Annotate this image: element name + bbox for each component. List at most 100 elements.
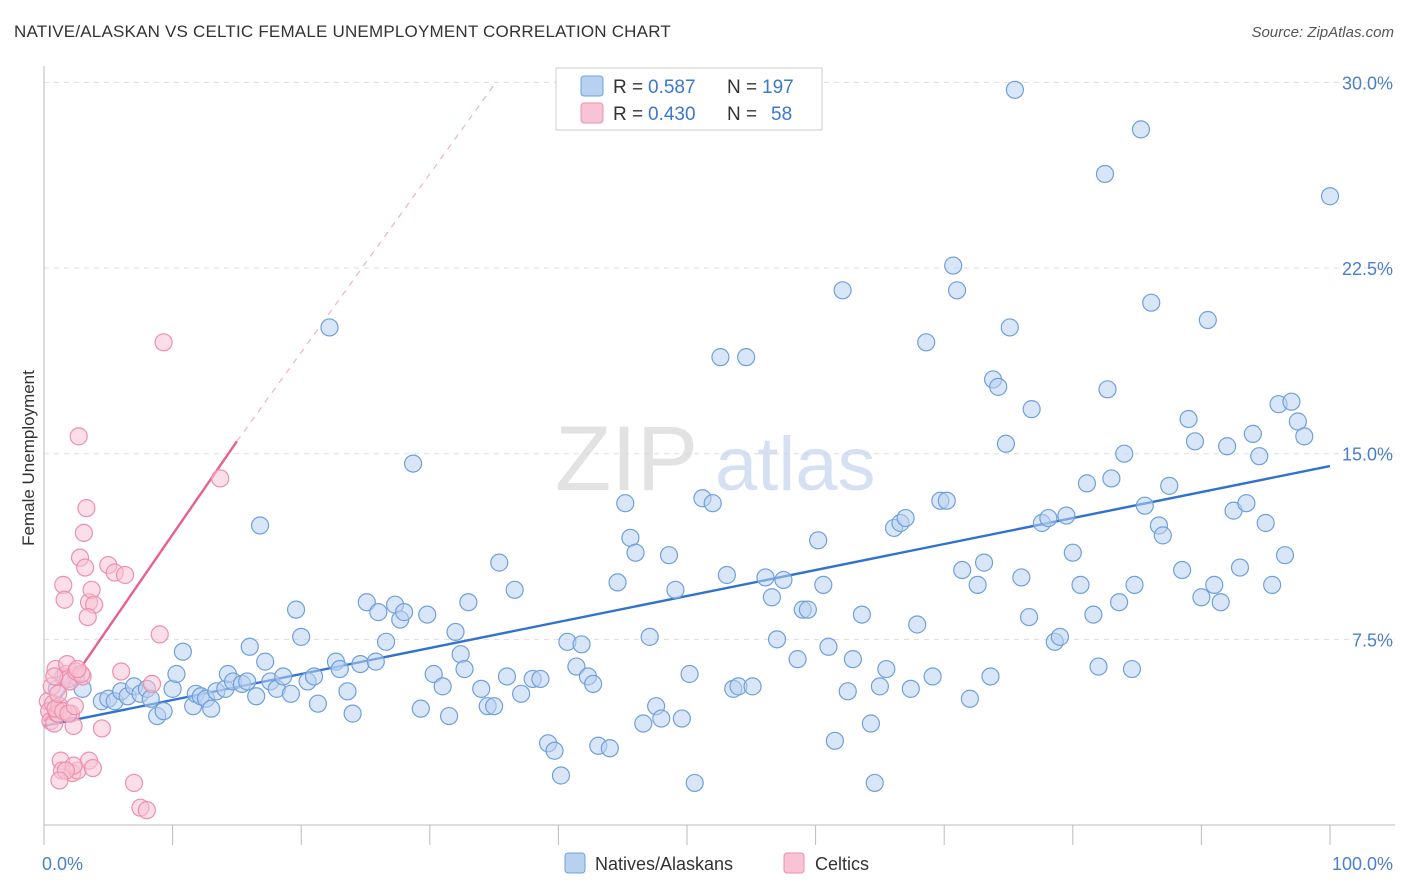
y-tick-labels: 7.5% 15.0% 22.5% 30.0%: [1342, 73, 1393, 650]
data-point-blue: [1173, 560, 1192, 580]
data-point-blue: [247, 687, 266, 706]
data-point-blue: [173, 642, 192, 661]
data-point-blue: [680, 664, 699, 684]
legend-n-label: N =: [727, 77, 757, 98]
data-point-blue: [424, 664, 443, 684]
data-point-blue: [308, 694, 328, 713]
data-point-blue: [717, 565, 736, 585]
data-point-blue: [877, 659, 896, 679]
data-point-blue: [1095, 164, 1115, 184]
data-point-blue: [394, 603, 414, 622]
data-point-blue: [756, 568, 775, 587]
data-point-blue: [600, 739, 619, 758]
data-point-blue: [1063, 543, 1082, 562]
x-tick-label: 100.0%: [1332, 854, 1393, 874]
data-point-blue: [1122, 659, 1142, 679]
data-point-blue: [366, 652, 385, 671]
data-point-pink: [142, 674, 162, 694]
data-point-pink: [137, 801, 156, 820]
legend-r-label: R =: [613, 77, 643, 98]
data-point-blue: [1125, 575, 1144, 594]
data-point-blue: [659, 546, 679, 565]
data-point-blue: [616, 494, 635, 513]
data-point-blue: [1218, 437, 1237, 456]
data-point-blue: [154, 702, 173, 721]
data-point-blue: [274, 667, 293, 686]
trend-line-pink-extension: [236, 84, 495, 442]
data-point-blue: [1282, 392, 1301, 411]
data-point-blue: [774, 570, 793, 590]
data-point-blue: [551, 766, 571, 785]
data-point-blue: [843, 650, 862, 669]
data-point-blue: [1022, 400, 1041, 419]
y-tick-label: 7.5%: [1352, 630, 1393, 650]
data-point-blue: [1198, 310, 1217, 330]
data-point-blue: [167, 664, 186, 684]
y-tick-label: 30.0%: [1342, 73, 1393, 93]
data-point-blue: [1077, 474, 1097, 493]
data-point-blue: [1071, 575, 1090, 594]
data-point-blue: [1192, 588, 1211, 607]
data-point-blue: [411, 699, 430, 718]
data-point-blue: [1320, 187, 1340, 206]
data-point-pink: [65, 697, 84, 716]
data-point-blue: [497, 667, 517, 686]
data-point-blue: [369, 603, 388, 622]
data-point-blue: [666, 580, 685, 599]
data-point-pink: [45, 667, 64, 686]
data-point-blue: [1109, 593, 1129, 612]
data-point-pink: [150, 625, 169, 644]
data-point-blue: [1050, 627, 1070, 646]
y-tick-label: 15.0%: [1342, 445, 1393, 465]
data-point-blue: [989, 377, 1008, 396]
data-point-blue: [819, 637, 838, 656]
data-point-blue: [238, 672, 257, 691]
data-point-blue: [814, 575, 833, 594]
data-point-blue: [490, 553, 509, 572]
data-point-blue: [996, 434, 1016, 453]
data-point-blue: [923, 667, 942, 686]
data-point-blue: [320, 318, 339, 337]
data-point-blue: [1098, 380, 1117, 399]
data-point-blue: [896, 508, 915, 528]
data-point-pink: [68, 659, 87, 679]
data-point-blue: [788, 650, 807, 669]
data-point-blue: [240, 637, 259, 656]
data-point-blue: [1084, 605, 1103, 624]
data-point-blue: [917, 333, 936, 352]
data-point-blue: [1295, 427, 1314, 446]
data-point-blue: [672, 709, 691, 728]
data-point-pink: [124, 773, 144, 793]
data-point-blue: [762, 588, 781, 607]
data-point-blue: [572, 635, 591, 654]
data-point-blue: [357, 593, 376, 612]
x-tick-label: 0.0%: [42, 854, 83, 874]
legend-bottom-swatch-pink: [783, 852, 805, 874]
data-point-blue: [1243, 424, 1262, 443]
trend-line-blue: [43, 464, 1331, 728]
data-point-blue: [292, 627, 311, 646]
data-point-blue: [1263, 575, 1282, 594]
data-point-blue: [1131, 120, 1151, 139]
data-point-blue: [825, 731, 844, 750]
legend-r-value: 0.430: [648, 104, 696, 125]
data-point-blue: [652, 709, 671, 728]
legend-n-label: N =: [727, 104, 757, 125]
data-point-blue: [767, 630, 787, 649]
data-point-blue: [472, 679, 491, 698]
data-point-blue: [1256, 513, 1275, 533]
data-point-blue: [1005, 80, 1025, 99]
watermark: ZIP atlas: [555, 408, 876, 510]
data-point-blue: [485, 697, 504, 716]
data-point-blue: [1250, 447, 1269, 466]
data-point-blue: [640, 627, 659, 646]
data-point-blue: [418, 605, 437, 624]
data-point-pink: [82, 580, 101, 599]
data-point-blue: [567, 657, 586, 676]
data-point-blue: [439, 706, 459, 726]
legend-bottom-label-natives: Natives/Alaskans: [595, 854, 733, 874]
data-point-pink: [50, 771, 69, 790]
data-point-blue: [1211, 593, 1230, 612]
data-point-blue: [608, 573, 627, 592]
data-point-blue: [250, 516, 270, 535]
